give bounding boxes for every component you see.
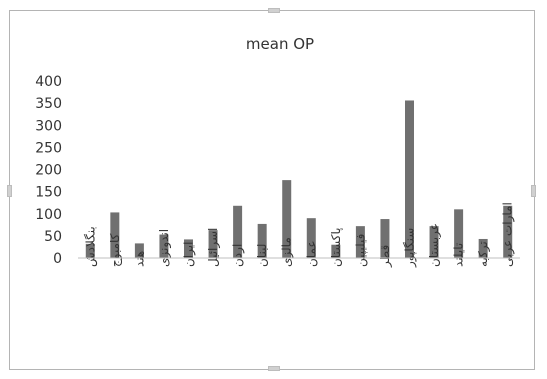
y-tick-label: 100: [35, 207, 62, 223]
resize-handle-left[interactable]: [7, 185, 12, 197]
x-tick-label: ترکیه: [476, 241, 491, 267]
y-tick-label: 300: [35, 118, 62, 134]
bar[interactable]: [429, 226, 439, 258]
x-tick-label: عمان: [304, 240, 318, 267]
y-tick-label: 250: [35, 140, 62, 156]
bar[interactable]: [331, 244, 341, 258]
chart-title: mean OP: [246, 35, 314, 53]
bar[interactable]: [134, 243, 144, 258]
x-tick-label: سنگاپور: [403, 228, 418, 268]
bar[interactable]: [478, 238, 488, 258]
bar[interactable]: [85, 243, 95, 258]
bar-chart: mean OP 0 50 100 150 200 250 300 350 400 بنگلادش…: [35, 35, 520, 268]
y-tick-label: 50: [44, 229, 62, 245]
y-tick-label: 150: [35, 185, 62, 201]
bar[interactable]: [306, 218, 316, 258]
bar[interactable]: [233, 205, 243, 258]
x-tick-label: لبنان: [255, 244, 269, 267]
x-tick-label: اسرائیل: [206, 228, 221, 267]
bar-series: [85, 100, 513, 258]
chart-frame[interactable]: mean OP 0 50 100 150 200 250 300 350 400 بنگلادش…: [7, 8, 536, 371]
x-tick-label: فیلیپین: [353, 234, 368, 267]
bar[interactable]: [380, 219, 390, 258]
y-axis: 0 50 100 150 200 250 300 350 400: [35, 74, 62, 267]
y-tick-label: 400: [35, 74, 62, 90]
y-tick-label: 0: [53, 251, 62, 267]
x-tick-label: کامبوج: [108, 233, 123, 267]
x-tick-label: تایلند: [452, 243, 466, 267]
bar[interactable]: [110, 212, 120, 258]
x-tick-label: اندونزی: [157, 229, 172, 267]
bar[interactable]: [184, 239, 193, 258]
resize-handle-right[interactable]: [531, 185, 536, 197]
resize-handle-bottom[interactable]: [268, 366, 280, 371]
resize-handle-top[interactable]: [268, 8, 280, 13]
x-tick-label: قطر: [378, 245, 393, 268]
x-tick-label: عربستان: [427, 223, 442, 267]
x-tick-label: امارات عربی: [501, 202, 516, 267]
x-tick-label: بنگلادش: [83, 226, 98, 267]
x-tick-label: اردن: [231, 244, 246, 267]
bar[interactable]: [257, 223, 267, 258]
bar[interactable]: [355, 226, 365, 258]
bar[interactable]: [405, 100, 414, 258]
bar[interactable]: [159, 234, 169, 258]
bar[interactable]: [503, 205, 513, 258]
x-tick-label: مالزی: [280, 237, 295, 267]
bar[interactable]: [454, 209, 464, 258]
x-tick-label: ایران: [182, 242, 197, 267]
bar[interactable]: [282, 180, 292, 258]
x-tick-label: پاکستان: [329, 227, 343, 267]
y-tick-label: 200: [35, 163, 62, 179]
y-tick-label: 350: [35, 96, 62, 112]
bar[interactable]: [208, 230, 218, 258]
x-tick-label: هند: [132, 251, 146, 267]
